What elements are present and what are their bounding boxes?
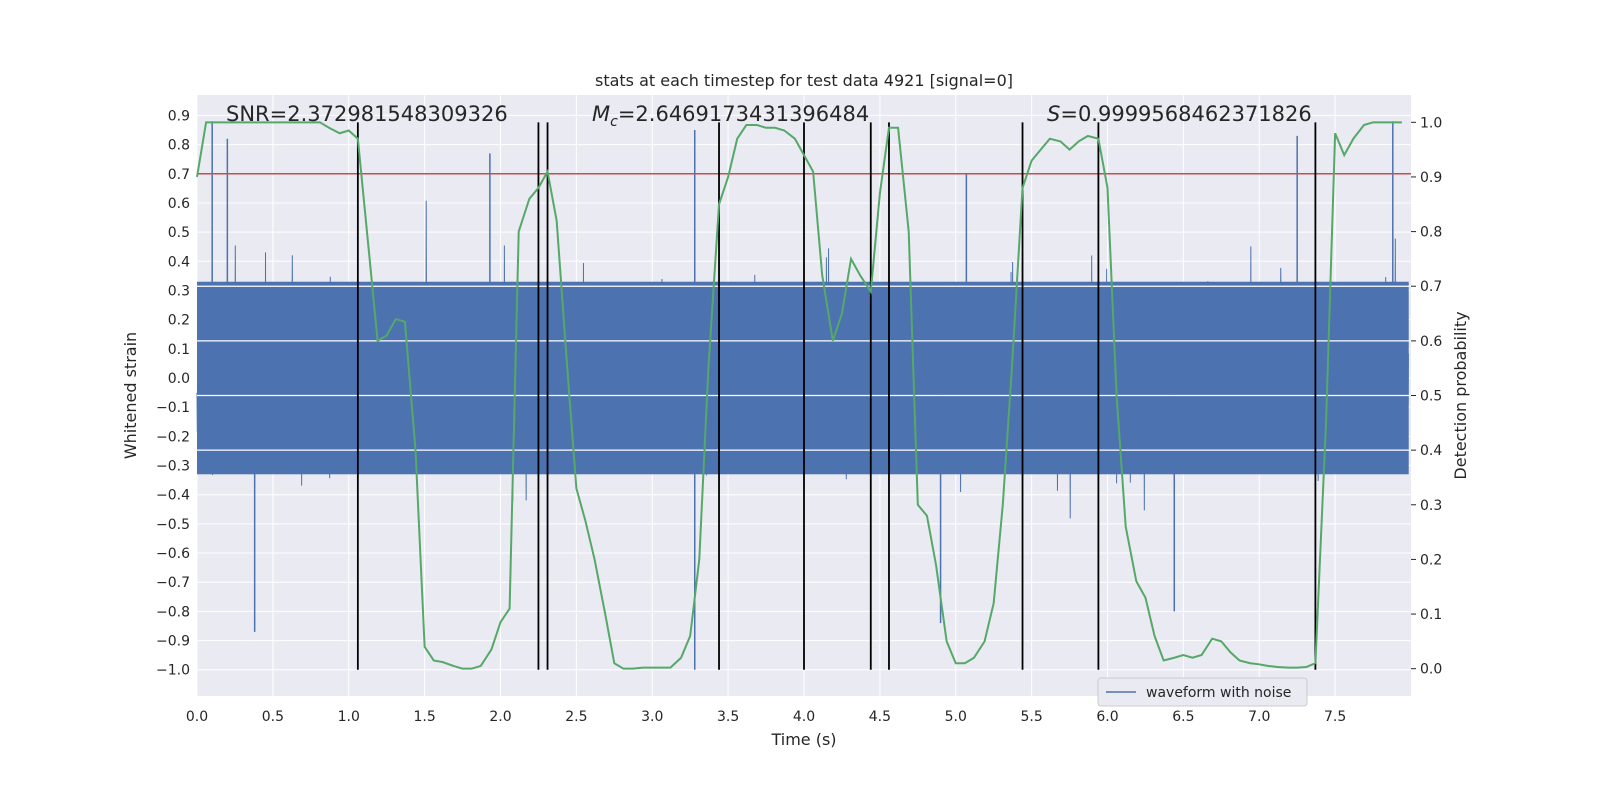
right-tick-label: 0.5 [1420, 389, 1442, 405]
left-tick-label: −0.4 [156, 488, 190, 504]
s-symbol: S [1047, 102, 1060, 126]
left-tick-label: −1.0 [156, 663, 190, 679]
left-tick-label: −0.9 [156, 634, 190, 650]
x-tick-label: 3.5 [717, 709, 739, 725]
x-axis-ticks: 0.0 0.5 1.0 1.5 2.0 2.5 3.0 3.5 4.0 4.5 5.0 5.5 6.0 6… [186, 709, 1346, 725]
left-axis-label: Whitened strain [121, 332, 140, 459]
left-tick-label: −0.2 [156, 429, 190, 445]
left-tick-label: 0.0 [168, 371, 190, 387]
right-tick-label: 0.1 [1420, 607, 1442, 623]
x-tick-label: 2.0 [489, 709, 511, 725]
left-tick-label: 0.4 [168, 254, 190, 270]
legend: waveform with noise [1098, 678, 1307, 706]
x-tick-label: 6.5 [1172, 709, 1194, 725]
right-tick-label: 0.4 [1420, 443, 1442, 459]
chart: stats at each timestep for test data 492… [0, 0, 1600, 800]
left-tick-label: −0.1 [156, 400, 190, 416]
left-tick-label: 0.8 [168, 138, 190, 154]
x-tick-label: 3.0 [641, 709, 663, 725]
x-tick-label: 4.0 [793, 709, 815, 725]
mc-symbol: M [592, 102, 610, 126]
x-tick-label: 5.0 [945, 709, 967, 725]
right-tick-label: 0.3 [1420, 498, 1442, 514]
left-tick-label: −0.3 [156, 459, 190, 475]
left-tick-label: −0.5 [156, 517, 190, 533]
right-tick-label: 0.2 [1420, 552, 1442, 568]
right-tick-label: 0.0 [1420, 662, 1442, 678]
left-tick-label: 0.5 [168, 225, 190, 241]
left-axis-ticks: 0.9 0.8 0.7 0.6 0.5 0.4 0.3 0.2 0.1 0.0 −0.1 −0.2 −0… [156, 108, 190, 678]
x-tick-label: 5.5 [1020, 709, 1042, 725]
left-tick-label: 0.3 [168, 283, 190, 299]
right-tick-label: 1.0 [1420, 115, 1442, 131]
left-tick-label: 0.6 [168, 196, 190, 212]
right-tick-label: 0.9 [1420, 170, 1442, 186]
snr-annotation: SNR=2.372981548309326 [226, 102, 508, 126]
x-tick-label: 0.5 [262, 709, 284, 725]
right-axis-label: Detection probability [1451, 311, 1470, 479]
legend-label-waveform: waveform with noise [1146, 685, 1291, 701]
x-tick-label: 0.0 [186, 709, 208, 725]
x-tick-label: 1.5 [413, 709, 435, 725]
s-value: =0.9999568462371826 [1060, 102, 1311, 126]
x-tick-label: 7.0 [1248, 709, 1270, 725]
x-axis-label: Time (s) [770, 730, 836, 749]
waveform-core-band [197, 282, 1409, 475]
x-tick-label: 4.5 [869, 709, 891, 725]
chart-title: stats at each timestep for test data 492… [595, 71, 1013, 90]
x-tick-label: 6.0 [1096, 709, 1118, 725]
x-tick-label: 1.0 [338, 709, 360, 725]
left-tick-label: 0.7 [168, 167, 190, 183]
right-tick-label: 0.7 [1420, 279, 1442, 295]
score-annotation: S=0.9999568462371826 [1047, 102, 1312, 126]
mc-value: =2.6469173431396484 [618, 102, 869, 126]
left-tick-label: −0.8 [156, 604, 190, 620]
chirp-mass-annotation: Mc=2.6469173431396484 [592, 102, 869, 130]
right-tick-label: 0.8 [1420, 225, 1442, 241]
left-tick-label: 0.1 [168, 342, 190, 358]
right-axis-ticks: 1.0 0.9 0.8 0.7 0.6 0.5 0.4 0.3 0.2 0.1 0.0 [1411, 115, 1442, 677]
x-tick-label: 2.5 [565, 709, 587, 725]
x-tick-label: 7.5 [1324, 709, 1346, 725]
left-tick-label: −0.6 [156, 546, 190, 562]
left-tick-label: −0.7 [156, 575, 190, 591]
left-tick-label: 0.2 [168, 313, 190, 329]
left-tick-label: 0.9 [168, 108, 190, 124]
right-tick-label: 0.6 [1420, 334, 1442, 350]
